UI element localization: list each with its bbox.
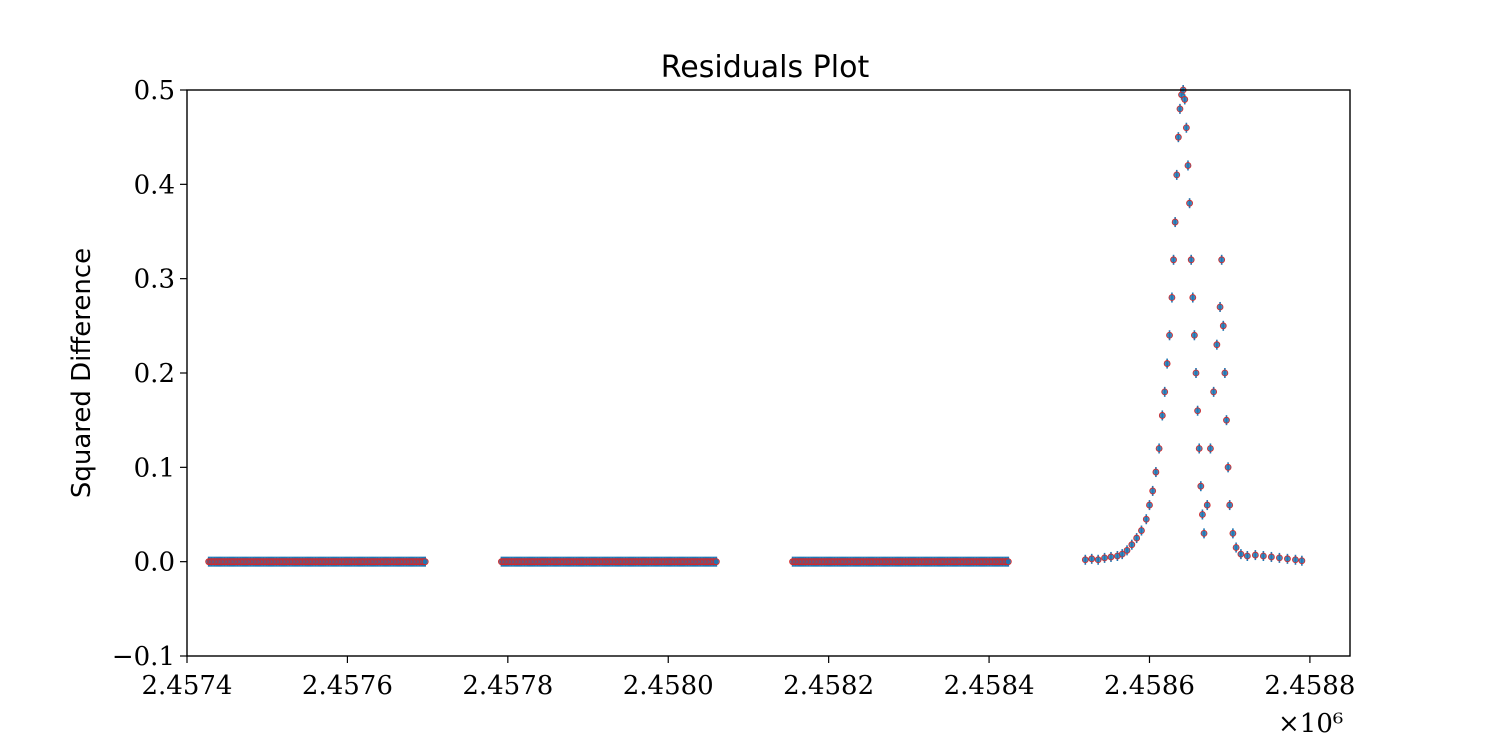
data-point [1219, 320, 1227, 331]
data-point [1251, 550, 1259, 561]
y-tick-label: 0.5 [134, 76, 175, 106]
data-point [1094, 554, 1102, 565]
data-point [1224, 462, 1232, 473]
data-point [1163, 358, 1171, 369]
y-tick-label: 0.1 [134, 453, 175, 483]
data-point [421, 556, 429, 567]
data-point [1298, 555, 1306, 566]
data-point [1292, 554, 1299, 565]
data-point [1221, 368, 1229, 378]
data-point [1243, 551, 1251, 562]
data-point [1142, 514, 1150, 525]
x-tick-label: 2.4588 [1264, 671, 1355, 701]
data-points [205, 85, 1306, 567]
data-point [1158, 410, 1166, 421]
data-point [1276, 552, 1283, 563]
data-point [1118, 549, 1126, 560]
data-point [1133, 533, 1141, 544]
data-point [1195, 443, 1203, 454]
x-tick-label: 2.4576 [302, 671, 393, 701]
data-point [1101, 552, 1108, 563]
y-tick-label: −0.1 [112, 642, 175, 672]
data-point [1259, 551, 1267, 562]
data-point [1218, 254, 1226, 265]
data-point [1161, 386, 1169, 397]
data-point [1226, 500, 1234, 511]
data-point [1197, 481, 1205, 492]
y-tick-label: 0.4 [134, 170, 175, 200]
data-point [1210, 386, 1218, 397]
data-point [1199, 509, 1206, 520]
data-point [1181, 94, 1189, 105]
data-point [1194, 405, 1202, 416]
data-point [1138, 525, 1145, 536]
data-point [1189, 292, 1197, 303]
y-tick-label: 0.2 [134, 359, 175, 389]
y-axis: −0.1 0.0 0.1 0.2 0.3 0.4 0.5 [112, 76, 187, 672]
data-point [1174, 132, 1182, 143]
y-tick-label: 0.0 [134, 548, 175, 578]
data-point [1168, 292, 1176, 303]
data-point [1190, 330, 1198, 341]
data-point [1207, 443, 1214, 454]
data-point [1223, 415, 1230, 426]
data-point [1229, 528, 1237, 539]
data-point [1081, 554, 1089, 565]
data-point [1088, 553, 1096, 564]
data-point [1213, 339, 1221, 350]
y-tick-label: 0.3 [134, 265, 175, 295]
data-point [1186, 198, 1193, 209]
y-axis-label: Squared Difference [67, 248, 97, 498]
data-point [1232, 542, 1240, 553]
data-point [1237, 549, 1245, 560]
x-tick-label: 2.4586 [1104, 671, 1195, 701]
data-point [1170, 254, 1177, 265]
x-axis: 2.4574 2.4576 2.4578 2.4580 2.4582 2.4584 2.45… [142, 656, 1355, 701]
data-point [1267, 551, 1275, 562]
data-point [1187, 254, 1195, 265]
data-point [1146, 500, 1153, 511]
x-tick-label: 2.4580 [623, 671, 714, 701]
data-point [1200, 528, 1208, 539]
data-point [1128, 539, 1136, 550]
data-point [1184, 160, 1192, 171]
data-point [1173, 169, 1181, 180]
data-point [712, 556, 720, 567]
data-point [1171, 217, 1179, 228]
data-point [1284, 553, 1291, 564]
x-tick-label: 2.4578 [462, 671, 553, 701]
data-point [1152, 467, 1160, 478]
data-point [1155, 443, 1163, 454]
data-point [1149, 485, 1157, 496]
data-point [1192, 368, 1200, 378]
chart-title: Residuals Plot [661, 50, 870, 85]
data-point [1166, 330, 1173, 341]
data-point [1176, 103, 1184, 114]
data-point [1107, 551, 1115, 562]
x-offset-label: ×10⁶ [1278, 709, 1343, 739]
data-point [1203, 500, 1211, 511]
x-tick-label: 2.4574 [142, 671, 233, 701]
data-point [1123, 545, 1131, 556]
data-point [1216, 301, 1224, 312]
x-tick-label: 2.4582 [783, 671, 874, 701]
x-tick-label: 2.4584 [944, 671, 1035, 701]
data-point [1182, 122, 1190, 133]
data-point [1004, 556, 1012, 567]
